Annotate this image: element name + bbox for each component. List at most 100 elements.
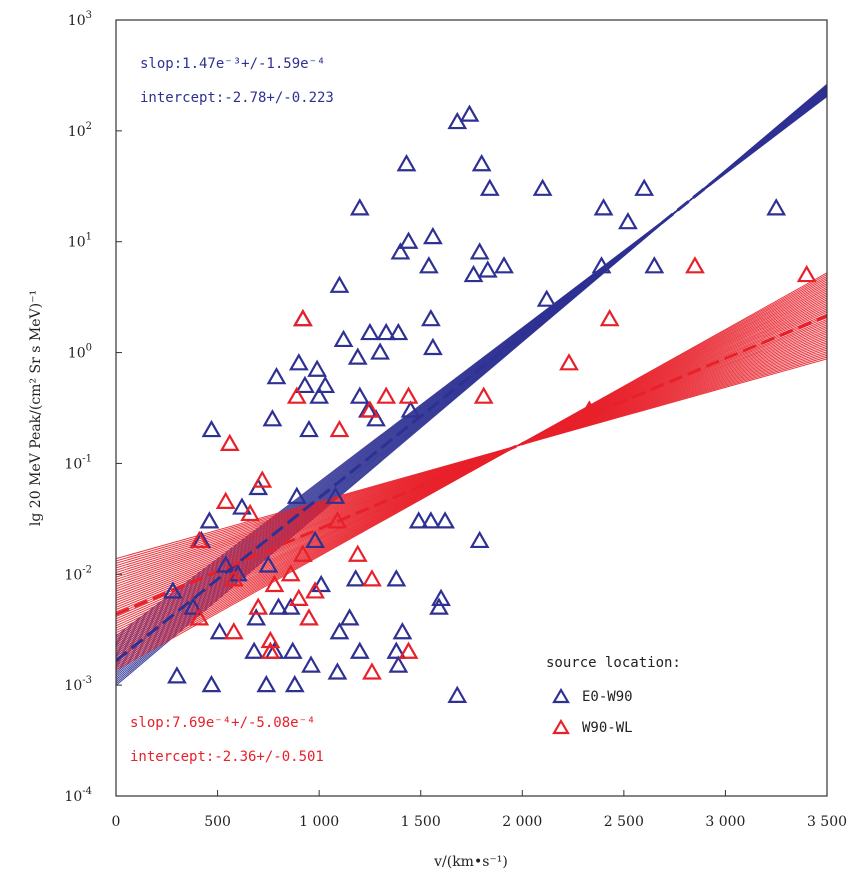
data-point-blue (307, 359, 328, 377)
data-point-blue (388, 655, 409, 673)
data-point-red (280, 564, 301, 582)
data-point-blue (469, 530, 490, 549)
data-point-blue (349, 386, 370, 404)
data-point-blue (388, 322, 409, 341)
data-point-blue (301, 655, 321, 673)
fit-band-line (116, 358, 827, 560)
data-point-blue (420, 511, 441, 529)
data-point-blue (366, 409, 386, 427)
data-point-red (362, 662, 382, 680)
x-tick-label: 2 000 (502, 814, 542, 830)
fit-center-lines (116, 89, 827, 662)
y-tick-label: 10-3 (64, 675, 92, 694)
data-point-red (189, 530, 210, 549)
data-point-blue (386, 641, 407, 659)
data-point-red (252, 470, 273, 488)
blue-slope-annotation: slop:1.47e⁻³+/-1.59e⁻⁴ (140, 56, 325, 72)
y-tick-label: 102 (68, 121, 92, 140)
data-point-blue (400, 400, 421, 418)
x-tick-label: 1 000 (299, 814, 339, 830)
data-point-blue (390, 242, 411, 260)
data-point-red (219, 433, 240, 452)
data-point-red (264, 574, 285, 593)
data-point-blue (463, 264, 484, 283)
data-point-blue (618, 211, 638, 230)
data-point-red (579, 400, 600, 418)
y-tick-label: 10-1 (64, 453, 92, 472)
data-point-blue (644, 256, 665, 274)
data-point-red (347, 544, 368, 562)
data-point-red (327, 511, 348, 529)
data-point-blue (477, 260, 498, 278)
y-tick-label: 10-4 (64, 786, 92, 805)
data-point-red (292, 308, 313, 327)
data-point-blue (167, 666, 187, 684)
data-point-blue (305, 530, 325, 549)
data-point-blue (288, 353, 309, 371)
y-axis: 10-4 10-3 10-2 10-1 100 101 102 103 (64, 10, 122, 805)
data-point-red (240, 503, 260, 522)
data-point-blue (386, 569, 407, 587)
data-point-blue (536, 289, 557, 307)
data-point-blue (376, 322, 397, 341)
data-point-red (299, 608, 319, 626)
y-axis-title: lg 20 MeV Peak/(cm² Sr s MeV)⁻¹ (28, 290, 44, 526)
data-point-blue (256, 674, 277, 693)
data-point-blue (215, 555, 236, 573)
legend-title: source location: (546, 655, 681, 671)
y-tick-label: 103 (68, 10, 92, 29)
data-point-blue (408, 511, 429, 529)
data-point-blue (282, 641, 303, 659)
data-point-blue (246, 608, 267, 626)
data-point-blue (423, 226, 443, 245)
data-point-red (360, 400, 380, 418)
data-point-red (260, 641, 281, 659)
data-point-blue (429, 597, 449, 615)
data-point-blue (418, 256, 439, 274)
data-point-red (362, 569, 382, 587)
data-point-blue (420, 308, 441, 327)
data-point-red (685, 256, 705, 274)
data-point-red (292, 544, 313, 562)
data-point-red (223, 622, 244, 640)
x-tick-label: 2 500 (604, 814, 644, 830)
data-point-blue (471, 154, 492, 172)
data-point-red (260, 630, 281, 649)
data-point-red (599, 308, 620, 327)
data-point-blue (268, 597, 289, 615)
data-point-blue (232, 497, 252, 515)
data-point-blue (431, 588, 451, 606)
data-point-blue (423, 337, 443, 356)
x-tick-label: 1 500 (401, 814, 441, 830)
data-point-blue (435, 511, 455, 529)
data-point-red (286, 386, 307, 404)
data-point-blue (315, 375, 336, 394)
red-intercept-annotation: intercept:-2.36+/-0.501 (130, 749, 324, 765)
data-point-blue (299, 419, 319, 438)
data-point-blue (244, 641, 265, 659)
data-point-blue (209, 622, 230, 640)
plot-frame (115, 19, 828, 797)
data-point-blue (459, 104, 480, 122)
y-tick-label: 100 (68, 343, 92, 362)
data-point-blue (327, 662, 348, 680)
data-point-red (398, 641, 419, 659)
data-point-blue (593, 198, 614, 216)
data-point-blue (345, 569, 366, 587)
data-point-blue (392, 622, 413, 640)
data-point-blue (469, 242, 490, 260)
data-point-blue (266, 366, 287, 385)
data-point-blue (349, 641, 370, 659)
fit-bands (116, 83, 827, 686)
data-point-blue (284, 674, 305, 693)
legend: source location: E0-W90 W90-WL (546, 655, 681, 736)
data-point-blue (370, 342, 390, 360)
data-point-blue (329, 622, 350, 640)
data-point-blue (162, 581, 183, 599)
data-point-blue (199, 511, 220, 529)
data-point-blue (634, 178, 655, 196)
data-point-blue (532, 178, 553, 196)
x-axis-title: v/(km•s⁻¹) (433, 854, 508, 870)
data-point-blue (201, 674, 222, 693)
